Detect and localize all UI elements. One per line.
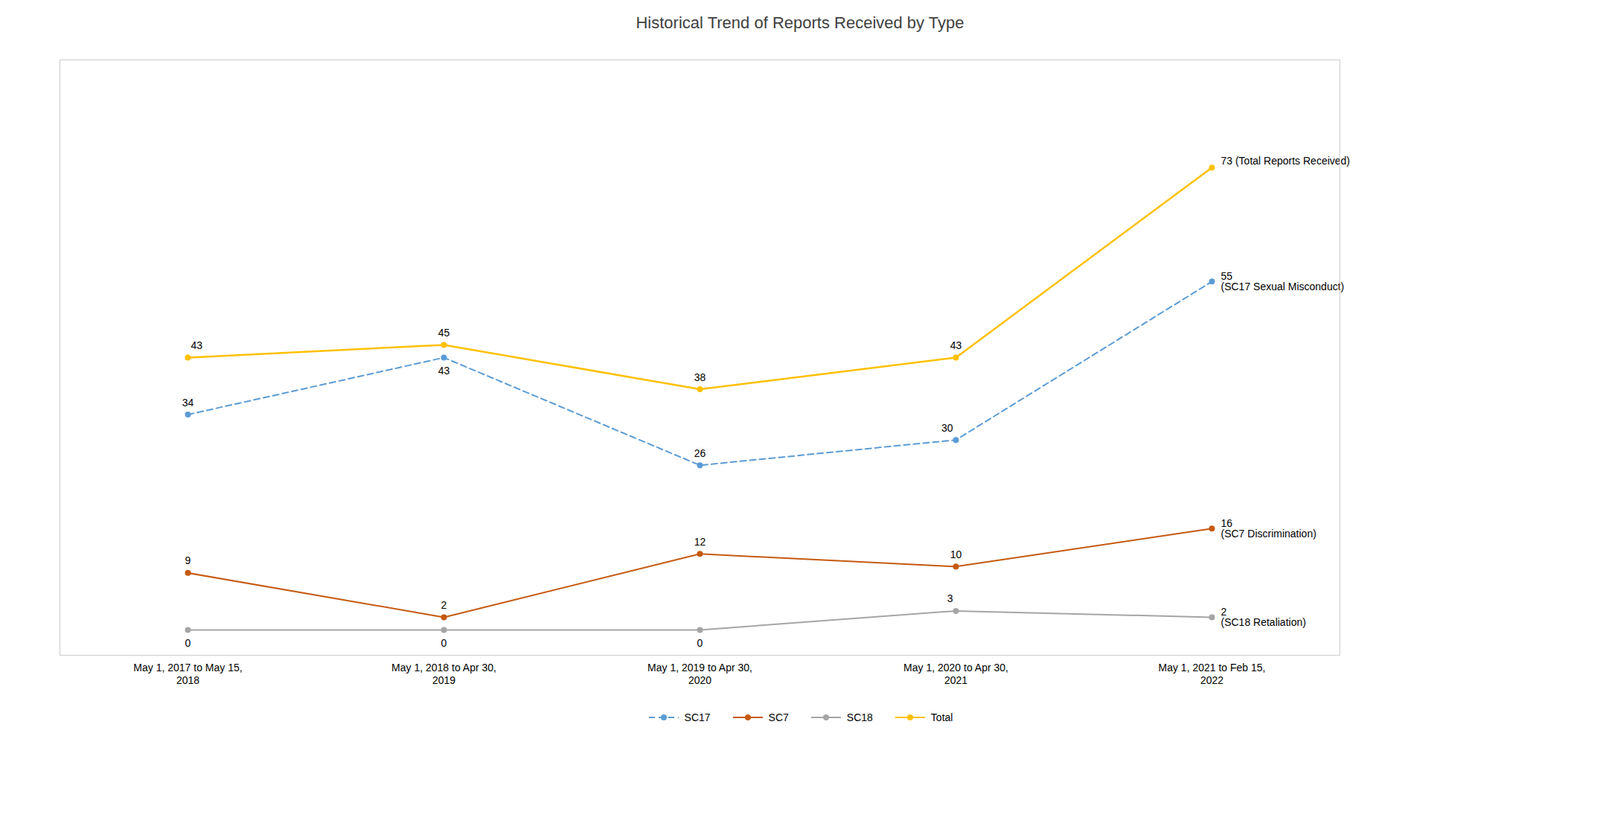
svg-text:2(SC18 Retaliation): 2(SC18 Retaliation) bbox=[1221, 605, 1307, 629]
svg-text:43: 43 bbox=[438, 364, 451, 377]
svg-text:10: 10 bbox=[950, 548, 963, 561]
svg-text:2: 2 bbox=[441, 599, 448, 611]
svg-text:43: 43 bbox=[950, 339, 963, 352]
svg-text:38: 38 bbox=[694, 371, 707, 384]
svg-text:45: 45 bbox=[438, 326, 451, 339]
svg-text:May 1, 2020 to Apr 30,2021: May 1, 2020 to Apr 30,2021 bbox=[903, 661, 1009, 687]
svg-text:73 (Total Reports Received): 73 (Total Reports Received) bbox=[1221, 154, 1351, 167]
html-text:SC18: SC18 bbox=[846, 711, 873, 724]
svg-text:May 1, 2019 to Apr 30,2020: May 1, 2019 to Apr 30,2020 bbox=[647, 661, 753, 687]
svg-text:26: 26 bbox=[694, 447, 707, 460]
svg-text:May 1, 2021 to Feb 15,2022: May 1, 2021 to Feb 15,2022 bbox=[1158, 661, 1266, 687]
svg-text:May 1, 2017 to May 15,2018: May 1, 2017 to May 15,2018 bbox=[133, 661, 242, 687]
svg-text:May 1, 2018 to Apr 30,2019: May 1, 2018 to Apr 30,2019 bbox=[391, 661, 497, 687]
svg-text:0: 0 bbox=[185, 637, 192, 649]
svg-text:9: 9 bbox=[185, 554, 192, 567]
svg-text:3: 3 bbox=[947, 592, 954, 605]
svg-text:0: 0 bbox=[697, 637, 704, 649]
html-text:SC7: SC7 bbox=[768, 711, 789, 724]
svg-text:43: 43 bbox=[191, 339, 204, 352]
svg-text:16(SC7 Discrimination): 16(SC7 Discrimination) bbox=[1221, 517, 1317, 540]
html-text:Historical Trend of Reports Re: Historical Trend of Reports Received by … bbox=[635, 13, 965, 32]
svg-text:0: 0 bbox=[441, 637, 448, 649]
html-text:SC17: SC17 bbox=[684, 711, 711, 724]
html-text:Total: Total bbox=[930, 711, 953, 724]
svg-text:30: 30 bbox=[941, 421, 954, 434]
svg-text:55(SC17 Sexual Misconduct): 55(SC17 Sexual Misconduct) bbox=[1221, 270, 1345, 293]
svg-text:12: 12 bbox=[694, 535, 707, 548]
svg-text:34: 34 bbox=[182, 396, 195, 409]
